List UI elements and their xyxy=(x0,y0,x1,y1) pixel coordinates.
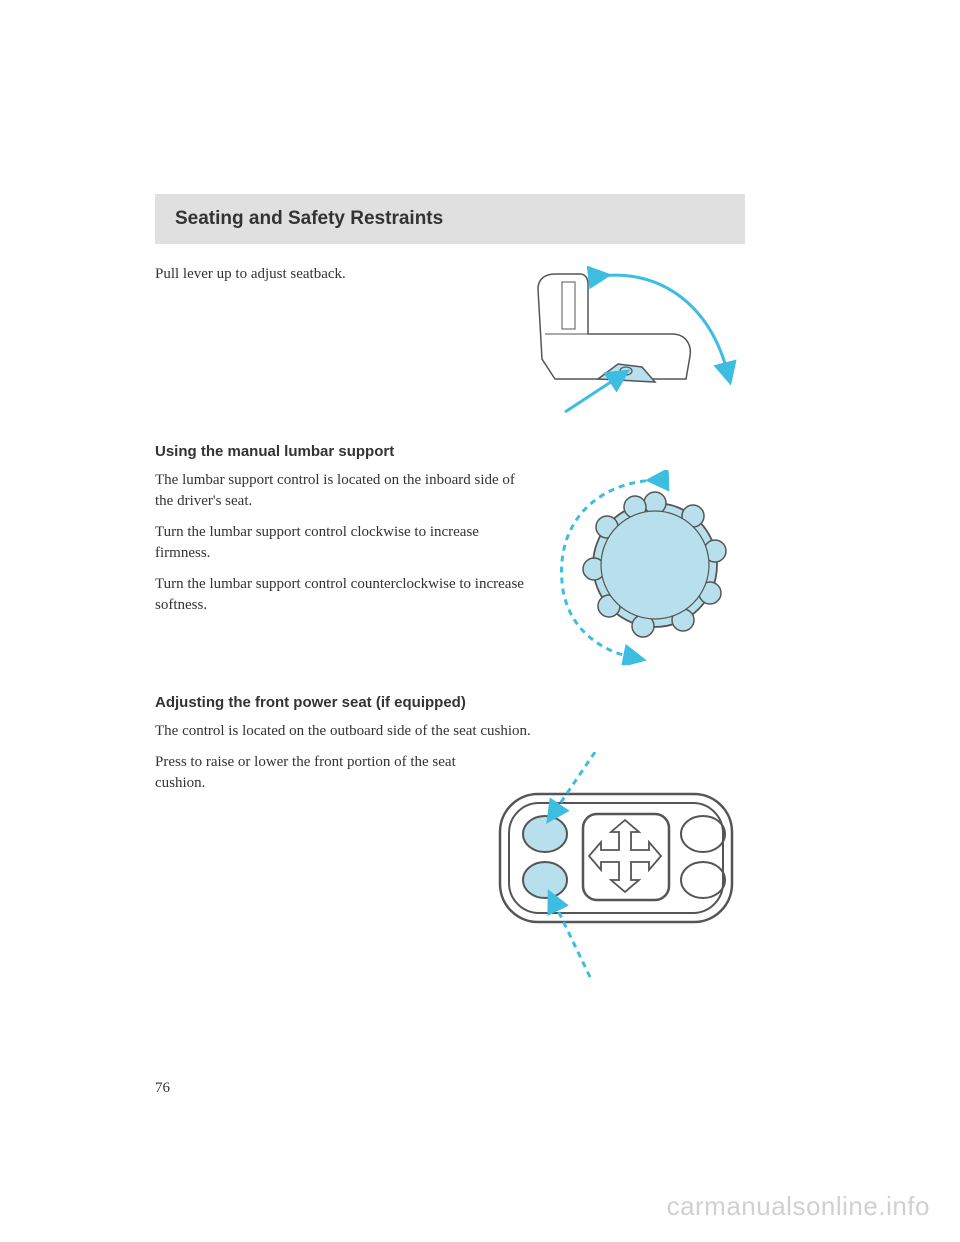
watermark: carmanualsonline.info xyxy=(667,1191,930,1222)
section-title: Seating and Safety Restraints xyxy=(175,208,725,230)
section-powerseat: Press to raise or lower the front portio… xyxy=(155,752,745,987)
powerseat-heading: Adjusting the front power seat (if equip… xyxy=(155,694,745,711)
seatback-figure xyxy=(460,264,745,419)
section-header: Seating and Safety Restraints xyxy=(155,194,745,244)
powerseat-p2: Press to raise or lower the front portio… xyxy=(155,752,469,794)
lumbar-dial-icon xyxy=(545,470,745,665)
seatback-lever-icon xyxy=(460,264,745,414)
page-content: Seating and Safety Restraints Pull lever… xyxy=(155,194,745,1011)
lumbar-p2: Turn the lumbar support control clockwis… xyxy=(155,522,529,564)
section-lumbar: The lumbar support control is located on… xyxy=(155,470,745,670)
power-seat-control-icon xyxy=(485,752,745,982)
lumbar-heading: Using the manual lumbar support xyxy=(155,443,745,460)
lumbar-figure xyxy=(545,470,745,670)
powerseat-figure xyxy=(485,752,745,987)
lumbar-p1: The lumbar support control is located on… xyxy=(155,470,529,512)
lumbar-p3: Turn the lumbar support control counterc… xyxy=(155,574,529,616)
page-number: 76 xyxy=(155,1080,170,1097)
seatback-text: Pull lever up to adjust seatback. xyxy=(155,264,444,285)
section-seatback: Pull lever up to adjust seatback. xyxy=(155,264,745,419)
powerseat-p1: The control is located on the outboard s… xyxy=(155,721,745,742)
